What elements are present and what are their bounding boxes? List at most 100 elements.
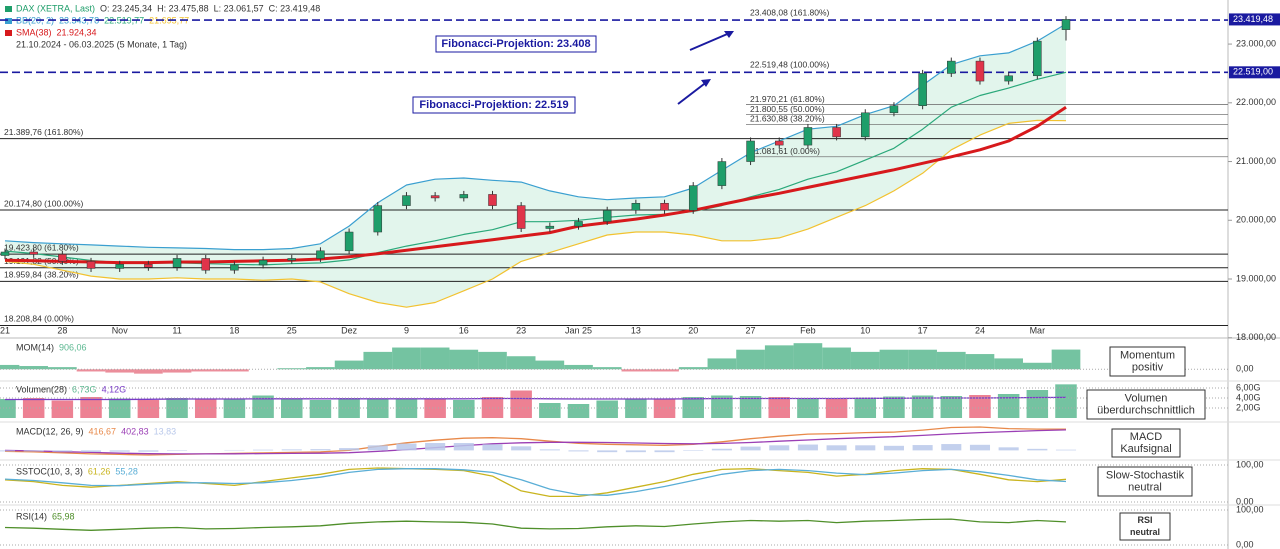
indicator-bar [564,364,593,370]
legend-text: 21.10.2024 - 06.03.2025 (5 Monate, 1 Tag… [16,39,187,49]
indicator-bar [424,399,446,418]
legend-text: 402,83 [121,426,149,436]
indicator-bar [911,395,934,418]
indicator-bar [736,349,765,370]
candle-body [258,259,268,266]
indicator-bar [625,399,647,418]
price-tag-label: 23.419,48 [1233,14,1273,24]
indicator-bar [395,399,418,418]
legend-text: SMA(38) [16,27,52,37]
candle-body [430,195,440,199]
note-text: Volumen [1125,392,1168,404]
legend-text: DAX (XETRA, Last) [16,3,95,13]
note-text: überdurchschnittlich [1097,404,1195,416]
indicator-bar [367,445,388,451]
legend-text: 61,26 [88,466,111,476]
legend-swatch [5,30,12,36]
y-tick-label: 6,00G [1236,382,1261,392]
indicator-bar [309,400,332,418]
indicator-bar [650,369,679,372]
indicator-bar [1051,349,1081,370]
indicator-bar [850,351,880,370]
indicator-bar [768,397,790,418]
indicator-bar [453,443,474,451]
price-tag [1229,13,1280,26]
indicator-bar [52,450,73,452]
indicator-bar [0,450,16,452]
candle-body [717,161,727,186]
candle-body [344,231,354,252]
candle-body [1004,75,1013,82]
indicator-bar [936,351,966,370]
indicator-bar [138,450,159,452]
indicator-line [5,396,1067,401]
indicator-bar [625,450,646,453]
indicator-bar [253,449,274,451]
indicator-line [4,119,1067,308]
arrow-head [701,79,711,87]
indicator-bar [339,448,360,451]
indicator-line [4,467,1067,498]
indicator-bar [80,397,102,418]
fib-label: 18.959,84 (38.20%) [4,270,79,280]
indicator-bar [883,396,905,418]
candle-body [316,250,325,259]
indicator-bar [739,396,762,418]
indicator-bar [191,369,221,372]
legend-text: 65,98 [52,511,75,521]
indicator-bar [994,358,1023,370]
candle-body [172,258,182,268]
x-tick-label: 20 [688,325,698,335]
note-text: Slow-Stochastik [1106,469,1185,481]
indicator-bar [797,444,818,451]
legend-text: RSI(14) [16,511,47,521]
indicator-bar [1055,384,1077,418]
legend-text: 55,28 [115,466,138,476]
note-box [1111,428,1181,458]
note-text: Momentum [1120,349,1175,361]
indicator-bar [883,445,904,451]
candle-body [574,221,583,227]
indicator-bar [80,450,102,452]
fib-label: 21.800,55 (50.00%) [750,104,825,114]
indicator-bar [539,403,561,418]
fib-label: 19.423,80 (61.80%) [4,242,79,252]
legend-text: 13,83 [154,426,177,436]
fib-label: 21.389,76 (161.80%) [4,127,84,137]
x-tick-label: 17 [918,325,928,335]
x-tick-label: Dez [341,325,358,335]
indicator-bar [511,446,532,451]
note-text: neutral [1128,481,1162,493]
x-tick-label: 23 [516,325,526,335]
indicator-line [4,23,1067,251]
y-tick-label: 100,00 [1236,459,1264,469]
candle-body [861,112,870,138]
indicator-bar [940,396,963,418]
candle-body [746,140,755,162]
indicator-bar [1022,362,1052,370]
fib-label: 18.208,84 (0.00%) [4,314,74,324]
indicator-bar [535,360,565,370]
legend-text: Volumen(28) [16,384,67,394]
indicator-bar [969,395,991,418]
note-box [1109,346,1186,377]
legend-text: 906,06 [59,342,87,352]
indicator-bar [194,399,217,418]
note-text: RSI [1137,515,1152,525]
y-tick-label: 0,00 [1236,496,1254,506]
indicator-bar [998,447,1019,451]
candle-body [0,251,10,256]
indicator-bar [363,351,393,370]
indicator-bar [912,445,933,451]
annotation-box [412,96,576,114]
indicator-bar [51,400,74,418]
indicator-bar [997,394,1020,418]
legend-swatch [5,18,12,24]
x-tick-label: 16 [459,325,469,335]
price-tag-label: 22.519,00 [1233,67,1273,77]
legend-text: MOM(14) [16,342,54,352]
x-tick-label: 28 [57,325,67,335]
x-tick-label: Feb [800,325,816,335]
indicator-bar [596,400,618,418]
indicator-bar [567,404,590,418]
